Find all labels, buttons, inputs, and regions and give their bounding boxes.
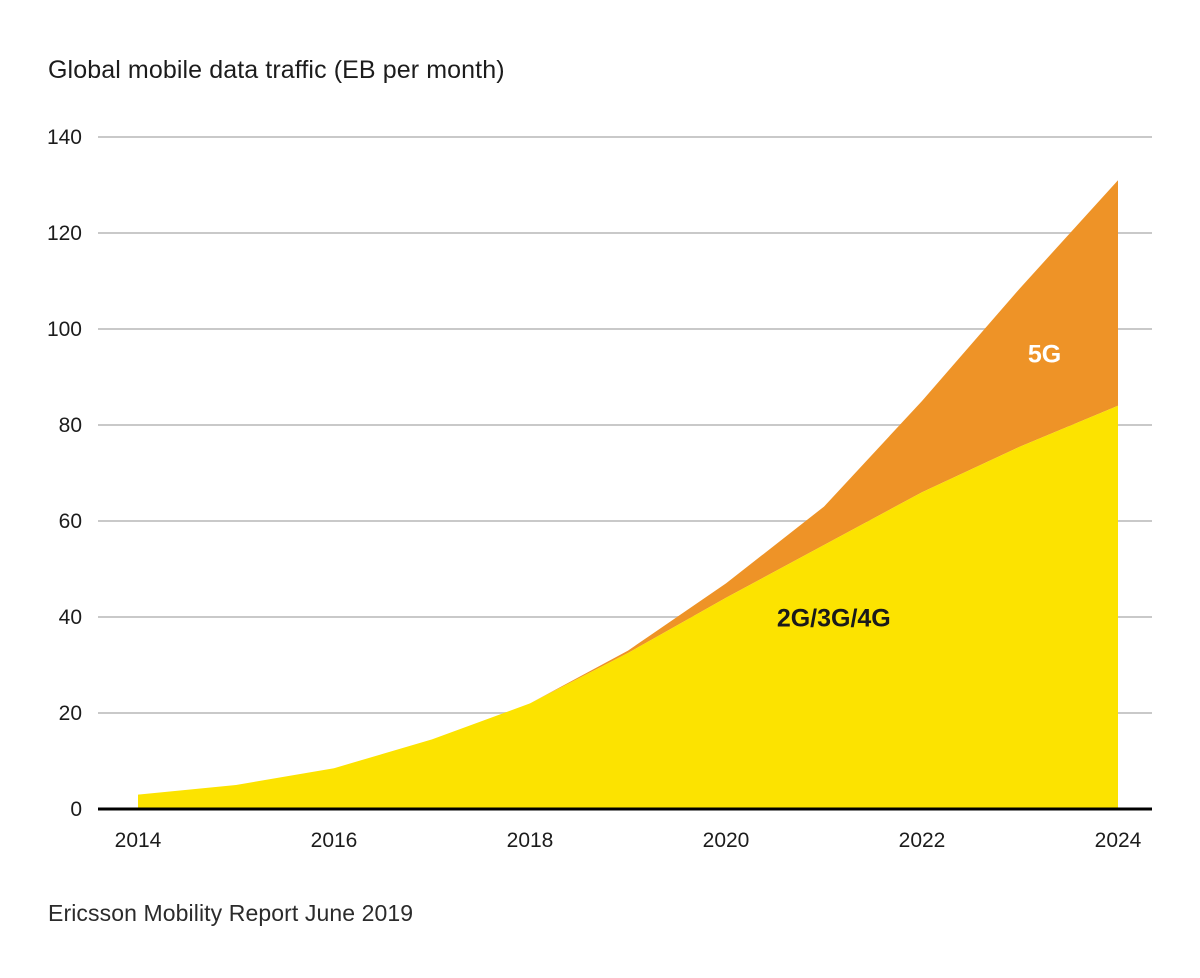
source-caption: Ericsson Mobility Report June 2019 [48, 900, 414, 926]
series-annotations-group: 2G/3G/4G 5G [777, 341, 1061, 633]
y-axis-tick-label: 80 [59, 414, 82, 437]
y-axis-tick-label: 60 [59, 510, 82, 533]
x-axis-tick-label: 2018 [507, 829, 554, 852]
y-axis-tick-label: 40 [59, 606, 82, 629]
gridlines-group [98, 136, 1152, 714]
y-axis-tick-label: 20 [59, 702, 82, 725]
page-title: Global mobile data traffic (EB per month… [48, 56, 505, 84]
x-axis-tick-label: 2024 [1095, 829, 1142, 852]
series-label: 2G/3G/4G [777, 605, 891, 633]
x-axis-tick-labels: 2014 2016 2018 2020 2022 2024 [115, 829, 1142, 852]
x-axis-tick-label: 2022 [899, 829, 946, 852]
x-axis-tick-label: 2014 [115, 829, 162, 852]
x-axis-tick-label: 2020 [703, 829, 750, 852]
y-axis-tick-label: 0 [70, 798, 82, 821]
y-axis-tick-labels: 0 20 40 60 80 100 120 140 [47, 126, 82, 821]
area-series-5g [138, 180, 1118, 795]
y-axis-tick-label: 140 [47, 126, 82, 149]
area-series-group [138, 180, 1118, 809]
area-series-2g3g4g [138, 405, 1118, 809]
series-label: 5G [1028, 341, 1061, 369]
y-axis-tick-label: 120 [47, 222, 82, 245]
x-axis-tick-label: 2016 [311, 829, 358, 852]
y-axis-tick-label: 100 [47, 318, 82, 341]
